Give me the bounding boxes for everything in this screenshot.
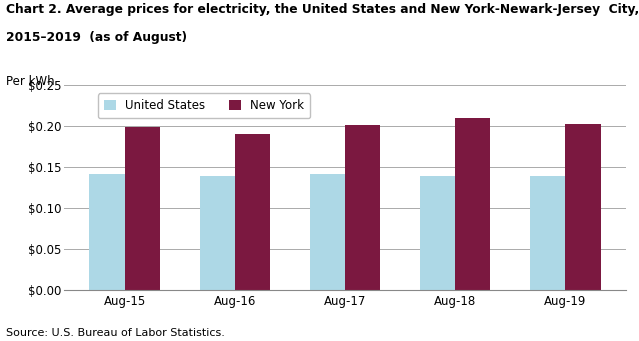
Bar <box>125 127 160 290</box>
Text: Source: U.S. Bureau of Labor Statistics.: Source: U.S. Bureau of Labor Statistics. <box>6 328 226 338</box>
Text: Chart 2. Average prices for electricity, the United States and New York-Newark-J: Chart 2. Average prices for electricity,… <box>6 3 639 16</box>
Text: Per kWh: Per kWh <box>6 75 55 88</box>
Bar <box>89 175 125 290</box>
Legend: United States, New York: United States, New York <box>98 93 310 118</box>
Bar <box>310 174 345 290</box>
Bar <box>199 176 235 290</box>
Bar <box>345 125 380 290</box>
Bar <box>455 118 491 290</box>
Bar <box>420 176 455 290</box>
Text: 2015–2019  (as of August): 2015–2019 (as of August) <box>6 31 187 44</box>
Bar <box>530 176 566 290</box>
Bar <box>566 124 601 290</box>
Bar <box>235 134 270 290</box>
